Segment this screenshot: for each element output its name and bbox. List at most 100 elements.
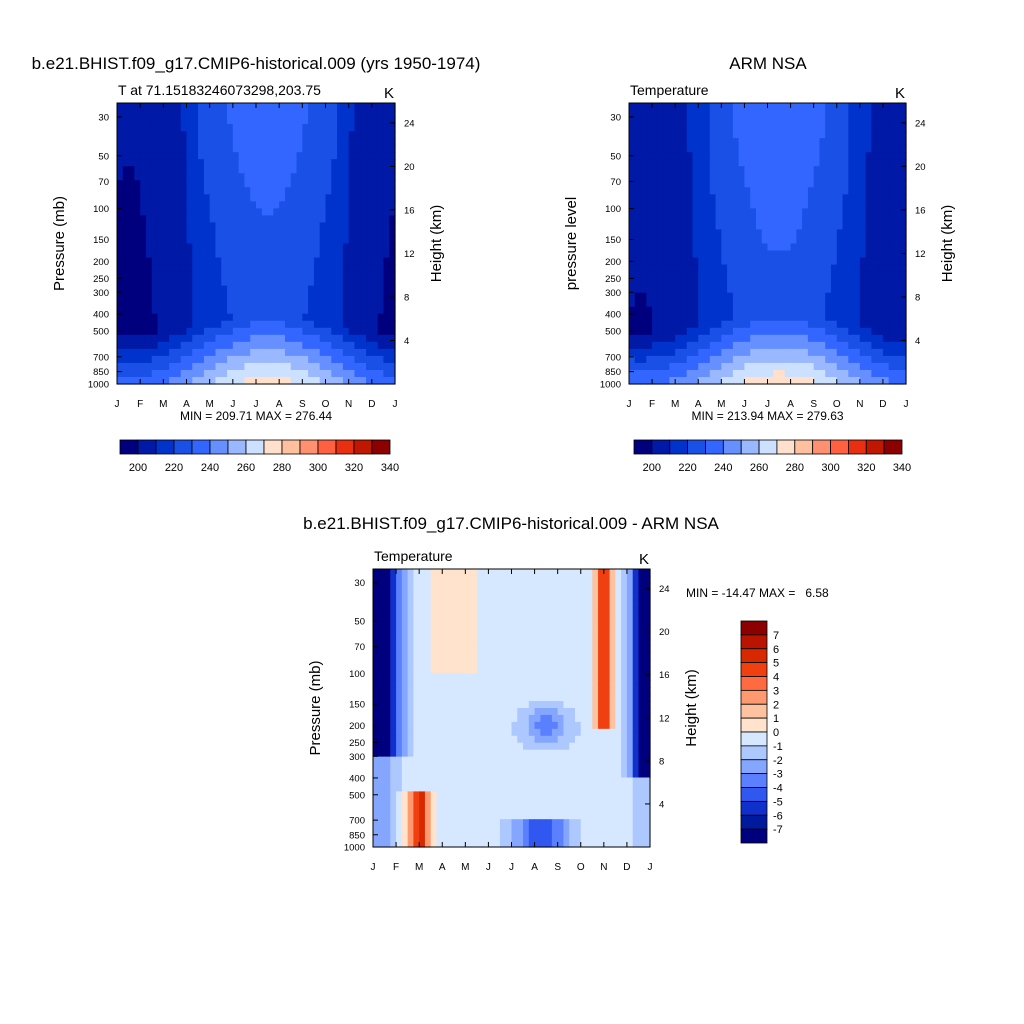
contour-cell [603, 666, 611, 674]
contour-cell [244, 250, 251, 259]
contour-cell [574, 680, 582, 688]
contour-cell [424, 596, 432, 605]
contour-cell [865, 285, 872, 294]
contour-cell [738, 103, 746, 111]
contour-cell [813, 103, 821, 111]
contour-cell [436, 638, 443, 647]
contour-cell [773, 152, 780, 160]
contour-cell [894, 166, 901, 174]
contour-cell [830, 166, 838, 174]
contour-cell [511, 659, 518, 667]
contour-cell [836, 180, 844, 188]
contour-cell [854, 313, 861, 322]
contour-cell [796, 180, 803, 188]
contour-cell [203, 257, 211, 266]
contour-cell [261, 159, 269, 167]
contour-cell [371, 334, 379, 343]
contour-cell [436, 645, 443, 653]
contour-cell [511, 652, 518, 660]
contour-cell [407, 617, 414, 626]
contour-cell [366, 103, 373, 111]
contour-cell [494, 687, 501, 695]
contour-cell [652, 285, 659, 294]
contour-cell [802, 222, 809, 231]
contour-cell [396, 596, 403, 605]
contour-cell [377, 180, 385, 188]
contour-cell [313, 306, 321, 315]
contour-cell [540, 624, 547, 633]
contour-cell [523, 673, 530, 681]
contour-cell [342, 159, 350, 167]
contour-cell [900, 180, 907, 188]
contour-cell [894, 285, 901, 294]
contour-cell [796, 103, 803, 111]
contour-cell [865, 348, 872, 357]
contour-cell [819, 187, 826, 195]
contour-cell [744, 257, 751, 266]
contour-cell [117, 117, 124, 125]
contour-cell [842, 243, 849, 252]
contour-cell [634, 159, 642, 167]
contour-cell [779, 341, 786, 350]
contour-cell [342, 243, 350, 252]
contour-cell [680, 229, 688, 238]
contour-cell [390, 569, 397, 577]
contour-cell [471, 631, 478, 640]
contour-cell [592, 617, 599, 626]
contour-cell [882, 215, 890, 224]
contour-cell [807, 243, 815, 252]
contour-cell [755, 376, 763, 385]
contour-cell [813, 243, 821, 252]
contour-cell [267, 306, 274, 315]
contour-cell [738, 243, 746, 252]
contour-cell [784, 341, 792, 350]
contour-cell [238, 152, 246, 160]
contour-cell [413, 680, 420, 688]
contour-cell [360, 264, 367, 273]
contour-cell [453, 680, 461, 688]
contour-cell [709, 327, 717, 336]
contour-cell [145, 166, 153, 174]
contour-cell [325, 229, 332, 238]
contour-cell [646, 257, 653, 266]
contour-cell [256, 187, 263, 195]
contour-cell [145, 236, 153, 245]
contour-cell [396, 645, 403, 653]
contour-cell [302, 320, 309, 329]
contour-cell [192, 236, 199, 245]
contour-cell [284, 201, 292, 209]
contour-cell [296, 138, 303, 146]
contour-cell [807, 278, 815, 287]
contour-cell [128, 145, 135, 153]
contour-cell [727, 362, 734, 371]
contour-cell [215, 215, 222, 224]
contour-cell [894, 362, 901, 371]
contour-cell [598, 645, 605, 653]
contour-cell [325, 285, 332, 294]
contour-field [117, 103, 396, 385]
contour-cell [366, 173, 373, 181]
contour-cell [551, 694, 559, 702]
contour-cell [888, 208, 896, 217]
contour-cell [267, 187, 274, 195]
contour-cell [232, 159, 240, 167]
contour-cell [877, 243, 884, 252]
contour-cell [859, 124, 867, 132]
contour-cell [646, 166, 653, 174]
contour-cell [779, 285, 786, 294]
contour-cell [859, 341, 867, 350]
contour-cell [511, 666, 518, 674]
contour-cell [319, 278, 327, 287]
contour-cell [267, 257, 274, 266]
contour-cell [807, 180, 815, 188]
y-tick-label: 200 [605, 257, 621, 268]
contour-cell [621, 569, 628, 577]
contour-cell [609, 603, 616, 612]
contour-cell [296, 145, 303, 153]
contour-cell [761, 180, 769, 188]
contour-cell [784, 320, 792, 329]
contour-cell [337, 173, 344, 181]
contour-cell [383, 285, 390, 294]
contour-cell [221, 313, 228, 322]
contour-cell [738, 180, 746, 188]
